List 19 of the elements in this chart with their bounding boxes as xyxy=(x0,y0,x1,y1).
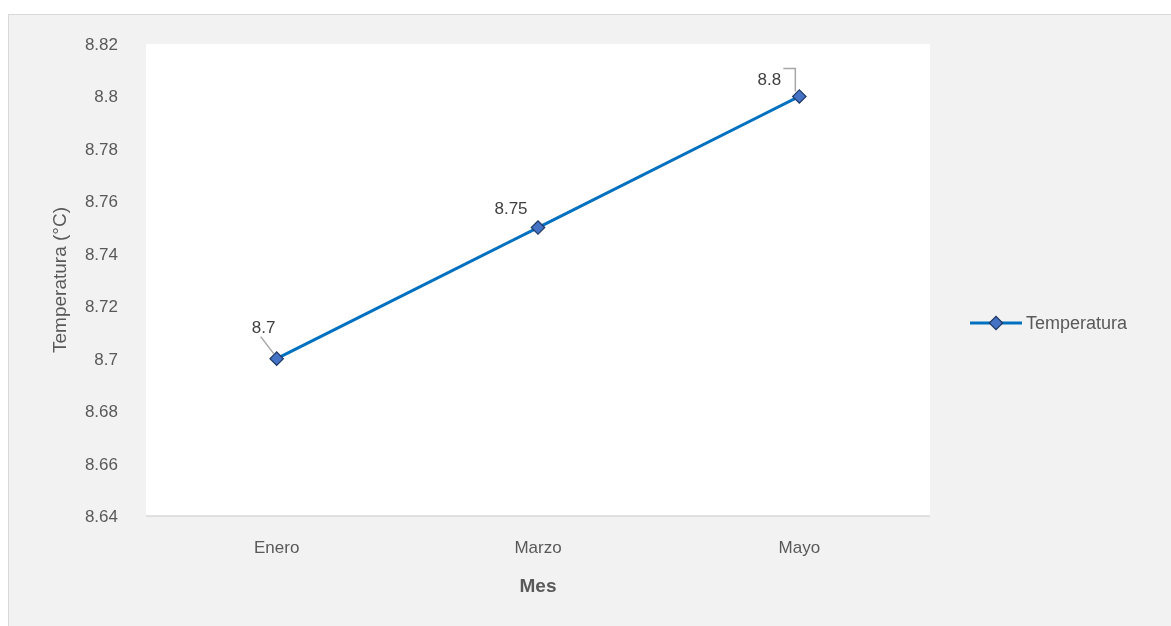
x-tick-label: Mayo xyxy=(778,538,821,557)
y-tick-label: 8.64 xyxy=(84,506,118,526)
data-label: 8.75 xyxy=(494,198,528,218)
x-tick-label: Marzo xyxy=(514,538,562,557)
y-tick-label: 8.66 xyxy=(84,454,118,474)
x-tick-label: Enero xyxy=(253,538,300,557)
y-tick-label: 8.7 xyxy=(94,349,118,369)
y-tick-label: 8.68 xyxy=(84,402,118,422)
y-tick-label: 8.8 xyxy=(94,87,118,107)
x-axis-title: Mes xyxy=(519,575,557,596)
y-tick-label: 8.82 xyxy=(84,34,118,54)
legend-label: Temperatura xyxy=(1026,313,1129,334)
y-tick-label: 8.78 xyxy=(84,139,118,159)
data-label: 8.8 xyxy=(757,70,782,90)
y-tick-label: 8.74 xyxy=(84,244,118,264)
y-tick-label: 8.72 xyxy=(84,297,118,317)
y-axis-title: Temperatura (°C) xyxy=(49,207,70,353)
y-tick-label: 8.76 xyxy=(84,192,118,212)
data-label: 8.7 xyxy=(251,317,276,337)
